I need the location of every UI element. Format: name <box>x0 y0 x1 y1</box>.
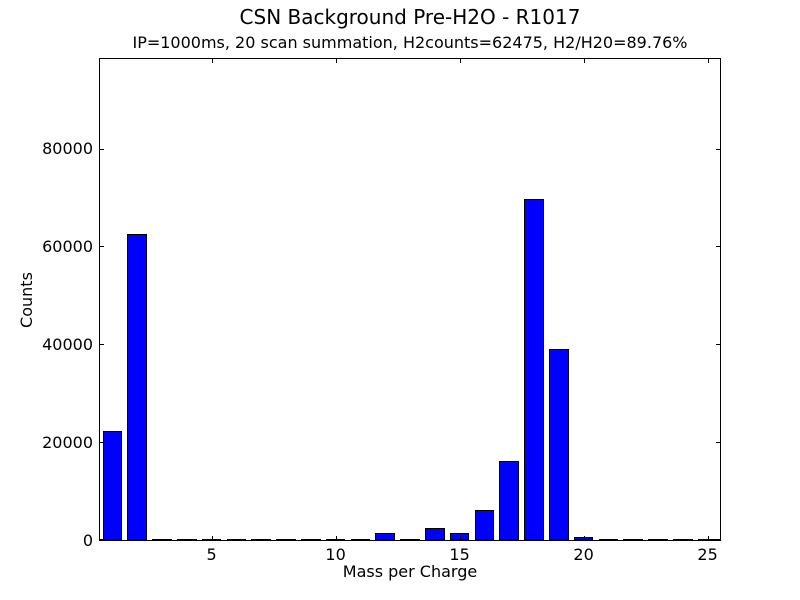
bar-mass-24 <box>672 539 693 540</box>
bar-mass-2 <box>127 234 148 540</box>
y-tick-right <box>716 442 720 444</box>
x-tick-bottom <box>335 536 337 540</box>
y-tick-left <box>100 442 104 444</box>
bar-mass-18 <box>524 199 544 540</box>
x-tick-bottom <box>211 536 213 540</box>
y-tick-right <box>716 148 720 150</box>
y-tick-right <box>716 539 720 540</box>
bar-mass-19 <box>548 349 569 540</box>
bar-mass-11 <box>350 539 371 540</box>
bar-mass-15 <box>449 533 470 540</box>
bar-mass-17 <box>499 461 520 540</box>
y-axis-label: Counts <box>17 272 36 328</box>
y-tick-left <box>100 246 104 248</box>
y-tick-right <box>716 344 720 346</box>
x-tick-label: 10 <box>325 545 346 564</box>
y-tick-label: 60000 <box>42 236 93 256</box>
bar-mass-3 <box>152 539 172 540</box>
y-tick-left <box>100 539 104 540</box>
bar-mass-12 <box>375 533 396 540</box>
x-tick-label: 20 <box>573 545 594 564</box>
chart-subtitle: IP=1000ms, 20 scan summation, H2counts=6… <box>132 33 688 52</box>
x-axis-label: Mass per Charge <box>342 562 478 581</box>
bar-mass-8 <box>276 539 296 540</box>
x-tick-label: 5 <box>206 545 217 564</box>
y-tick-label: 80000 <box>42 139 93 158</box>
y-tick-left <box>100 344 104 346</box>
y-tick-label: 20000 <box>42 432 93 452</box>
bar-mass-22 <box>623 539 644 540</box>
bar-mass-9 <box>300 539 321 540</box>
bar-mass-10 <box>325 539 346 540</box>
bar-mass-21 <box>598 539 619 540</box>
x-tick-top <box>707 59 709 63</box>
x-tick-label: 25 <box>697 545 718 564</box>
bar-mass-1 <box>102 431 123 540</box>
bar-mass-14 <box>424 528 445 540</box>
bar-mass-7 <box>251 539 272 540</box>
y-tick-left <box>100 148 104 150</box>
x-tick-bottom <box>459 536 461 540</box>
chart-title: CSN Background Pre-H2O - R1017 <box>239 5 581 29</box>
x-tick-label: 15 <box>449 545 470 564</box>
x-tick-bottom <box>707 536 709 540</box>
bar-mass-6 <box>226 539 247 540</box>
bar-mass-23 <box>648 539 668 540</box>
plot-area <box>99 58 721 541</box>
bar-mass-13 <box>400 539 420 540</box>
x-tick-top <box>583 59 585 63</box>
bar-mass-20 <box>573 537 594 540</box>
y-tick-label: 0 <box>82 530 93 550</box>
x-tick-top <box>335 59 337 63</box>
x-tick-top <box>211 59 213 63</box>
x-tick-bottom <box>583 536 585 540</box>
bar-mass-25 <box>697 539 718 540</box>
y-tick-label: 40000 <box>42 334 93 354</box>
bar-mass-5 <box>201 539 222 540</box>
bar-mass-4 <box>176 539 197 540</box>
y-tick-right <box>716 246 720 248</box>
bar-mass-16 <box>474 510 495 540</box>
x-tick-top <box>459 59 461 63</box>
